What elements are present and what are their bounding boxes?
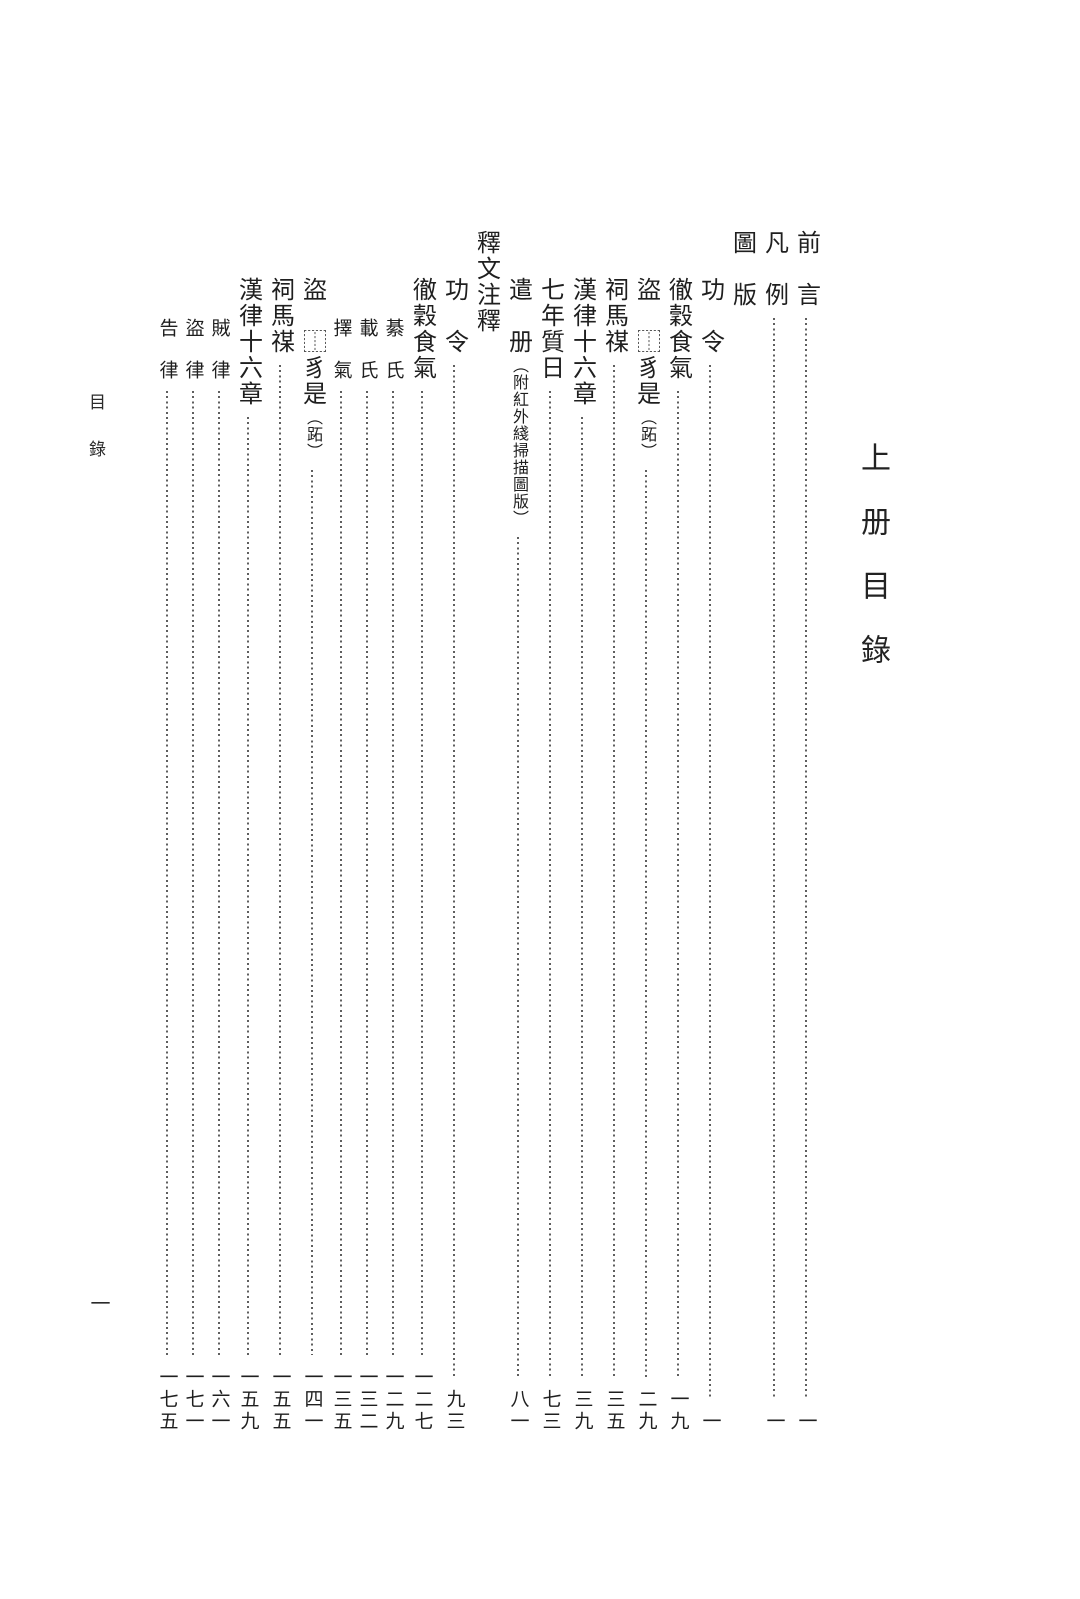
toc-entry-label: 凡 例 <box>760 230 787 308</box>
toc-column: 綦 氏一二九 <box>380 230 406 1433</box>
toc-entry-annotation: （跖） <box>638 409 655 460</box>
dotted-leader <box>311 470 313 1355</box>
toc-entry-page: 一三五 <box>330 1367 352 1433</box>
dotted-leader <box>613 365 615 1377</box>
folio-number: 一 <box>87 1293 109 1313</box>
dotted-leader <box>279 365 281 1355</box>
dotted-leader <box>581 417 583 1377</box>
toc-column: 載 氏一三二 <box>354 230 380 1433</box>
toc-entry-page: 九三 <box>443 1389 465 1433</box>
toc-entry-page: 八一 <box>507 1389 529 1433</box>
toc-column: 凡 例一 <box>758 230 790 1433</box>
toc-entry-page: 一 <box>699 1411 721 1433</box>
toc-entry-label: 告 律 <box>156 318 178 381</box>
toc-entry-label: 漢律十六章 <box>234 277 261 407</box>
dotted-leader <box>247 417 249 1355</box>
dotted-leader <box>192 391 194 1355</box>
toc-entry-label: 擇 氣 <box>330 318 352 381</box>
toc-entry-page: 一九 <box>667 1389 689 1433</box>
toc-entry-label: 圖 版 <box>728 230 755 308</box>
toc-entry-label: 祠馬禖 <box>600 277 627 355</box>
toc-entry-label: 前 言 <box>792 230 819 308</box>
toc-entry-label: 載 氏 <box>356 318 378 381</box>
toc-column: 釋文注釋 <box>470 230 502 1433</box>
toc-column: 盜 ⿰豸是 （跖） 二九 <box>630 230 662 1433</box>
toc-column: 徹穀食氣 一九 <box>662 230 694 1433</box>
toc-column: 祠馬禖 三五 <box>598 230 630 1433</box>
toc-entry-page: 一二七 <box>411 1367 433 1433</box>
toc-entry-label: 漢律十六章 <box>568 277 595 407</box>
dotted-leader <box>366 391 368 1355</box>
toc: 上 册 目 錄 前 言一凡 例一圖 版功 令一徹穀食氣 一九盜 ⿰豸是 （跖） 二九祠… <box>154 230 894 1433</box>
dotted-leader <box>549 391 551 1377</box>
toc-entry-label: 賊 律 <box>208 318 230 381</box>
dotted-leader <box>677 391 679 1377</box>
toc-entry-page: 三九 <box>571 1389 593 1433</box>
toc-entry-label: 徹穀食氣 <box>408 277 435 381</box>
toc-entry-label: 七年質日 <box>536 277 563 381</box>
toc-column: 徹穀食氣 一二七 <box>406 230 438 1433</box>
dotted-leader <box>773 318 775 1399</box>
toc-column: 告 律一七五 <box>154 230 180 1433</box>
toc-entry-label: 綦 氏 <box>382 318 404 381</box>
toc-entry-page: 一六一 <box>208 1367 230 1433</box>
toc-entry-page: 一 <box>763 1411 785 1433</box>
toc-entry-page: 二九 <box>635 1389 657 1433</box>
toc-column: 功 令一 <box>694 230 726 1433</box>
toc-column: 七年質日 七三 <box>534 230 566 1433</box>
toc-entry-page: 一七五 <box>156 1367 178 1433</box>
toc-entry-label: 祠馬禖 <box>266 277 293 355</box>
toc-column: 盜 律一七一 <box>180 230 206 1433</box>
dotted-leader <box>709 365 711 1399</box>
running-header: 目錄 <box>86 393 105 487</box>
toc-column: 前 言一 <box>790 230 822 1433</box>
dotted-leader <box>218 391 220 1355</box>
toc-entry-label: 功 令 <box>440 277 467 355</box>
dotted-leader <box>453 365 455 1377</box>
toc-column: 賊 律一六一 <box>206 230 232 1433</box>
dotted-leader <box>166 391 168 1355</box>
toc-entry-label: 徹穀食氣 <box>664 277 691 381</box>
toc-entry-page: 一 <box>795 1411 817 1433</box>
toc-column: 漢律十六章 三九 <box>566 230 598 1433</box>
toc-column: 祠馬禖 一五五 <box>264 230 296 1433</box>
dotted-leader <box>645 470 647 1377</box>
toc-entry-page: 一五九 <box>237 1367 259 1433</box>
dotted-leader <box>392 391 394 1355</box>
toc-entry-page: 一四一 <box>301 1367 323 1433</box>
toc-entry-label: 功 令 <box>696 277 723 355</box>
toc-entry-annotation: （附紅外綫掃描圖版） <box>510 357 527 527</box>
dotted-leader <box>517 537 519 1377</box>
toc-column: 擇 氣一三五 <box>328 230 354 1433</box>
toc-column: 功 令九三 <box>438 230 470 1433</box>
toc-entry-label: 盜 ⿰豸是 <box>298 277 325 407</box>
dotted-leader <box>340 391 342 1355</box>
toc-entry-page: 七三 <box>539 1389 561 1433</box>
toc-entry-annotation: （跖） <box>304 409 321 460</box>
dotted-leader <box>805 318 807 1399</box>
toc-entry-label: 盜 ⿰豸是 <box>632 277 659 407</box>
toc-column: 盜 ⿰豸是 （跖） 一四一 <box>296 230 328 1433</box>
toc-column: 圖 版 <box>726 230 758 1433</box>
dotted-leader <box>421 391 423 1355</box>
toc-column: 遣 册 （附紅外綫掃描圖版） 八一 <box>502 230 534 1433</box>
toc-entry-page: 一三二 <box>356 1367 378 1433</box>
toc-entry-page: 一七一 <box>182 1367 204 1433</box>
toc-entry-page: 一五五 <box>269 1367 291 1433</box>
toc-entry-page: 一二九 <box>382 1367 404 1433</box>
book-title: 上 册 目 錄 <box>856 442 889 666</box>
toc-entry-label: 釋文注釋 <box>472 230 499 334</box>
toc-entry-label: 遣 册 <box>504 277 531 355</box>
toc-entry-page: 三五 <box>603 1389 625 1433</box>
toc-column: 漢律十六章 一五九 <box>232 230 264 1433</box>
toc-entry-label: 盜 律 <box>182 318 204 381</box>
